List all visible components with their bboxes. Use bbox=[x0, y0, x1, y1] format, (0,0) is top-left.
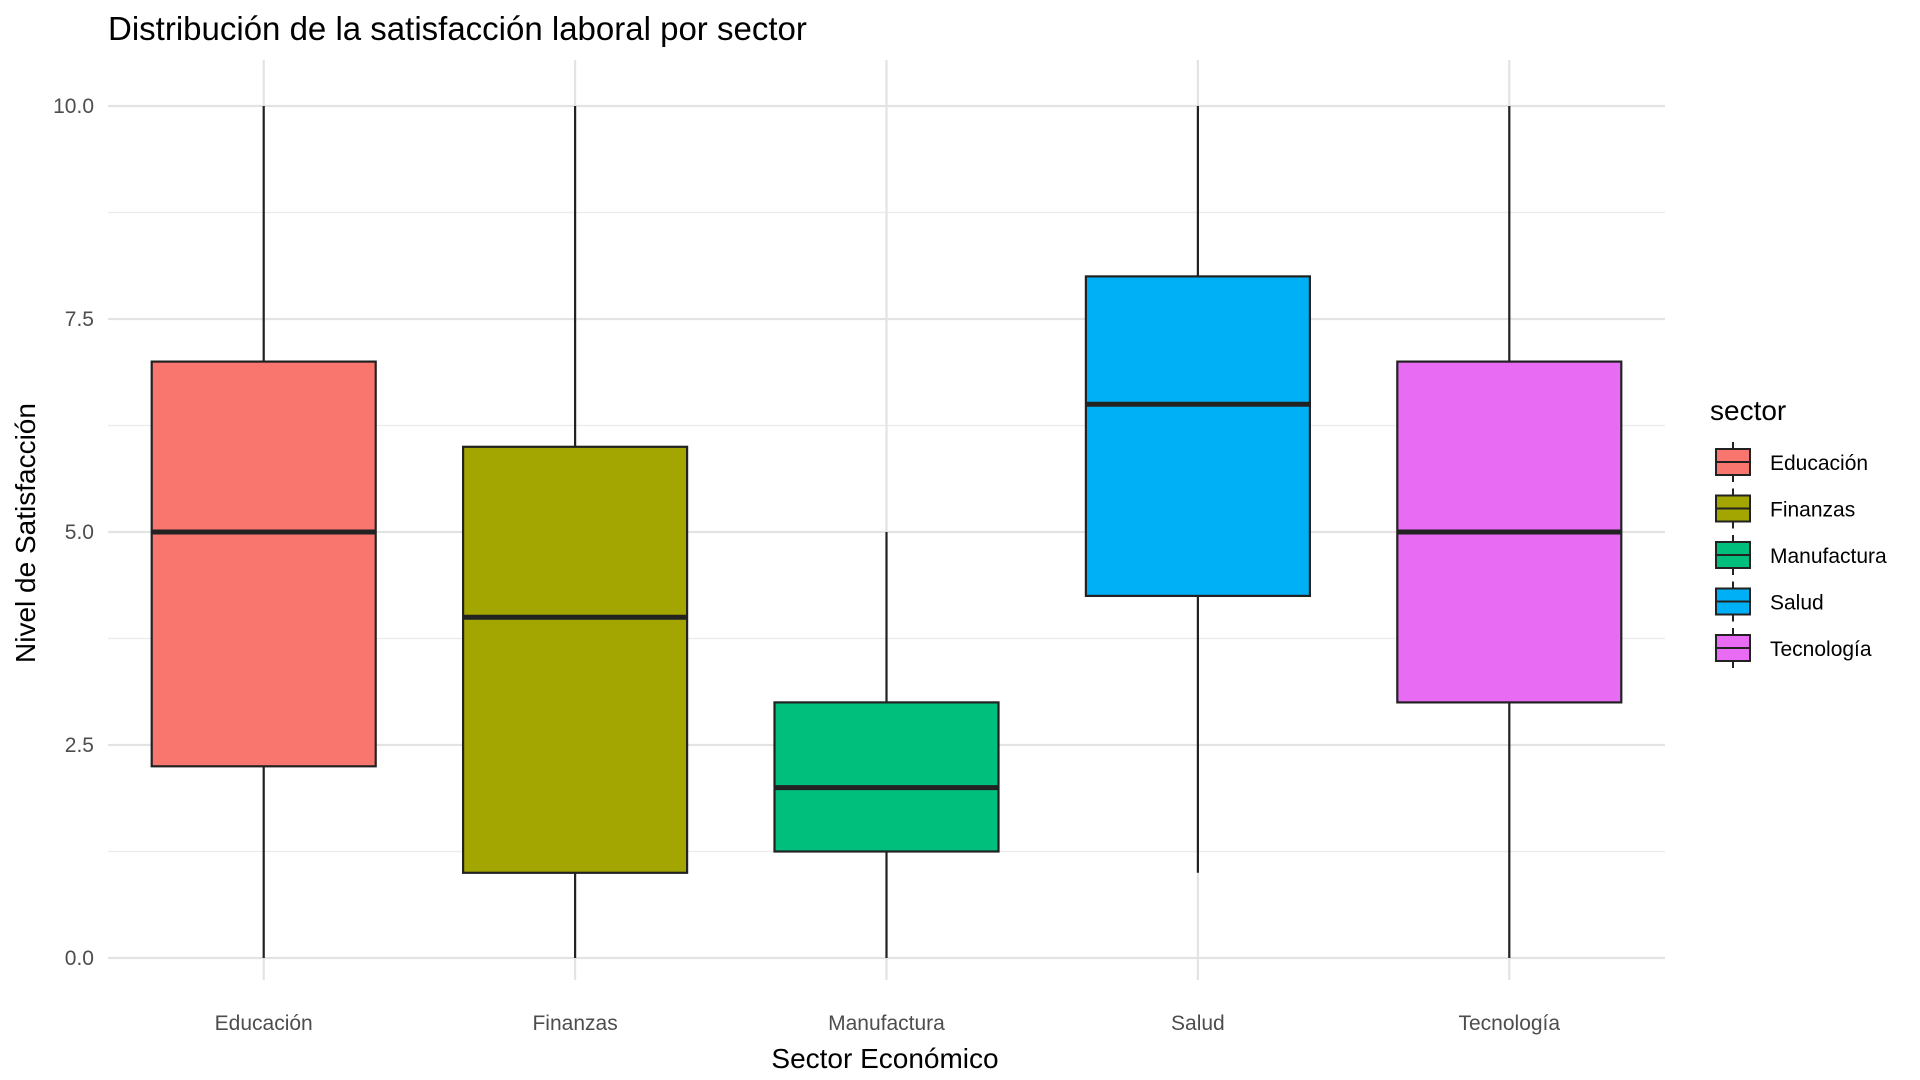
chart-title: Distribución de la satisfacción laboral … bbox=[108, 10, 807, 47]
y-tick-label: 10.0 bbox=[53, 95, 94, 118]
y-tick-label: 2.5 bbox=[65, 734, 94, 757]
y-tick-label: 0.0 bbox=[65, 947, 94, 970]
box-Manufactura bbox=[773, 532, 1000, 958]
legend-label: Salud bbox=[1770, 592, 1824, 615]
legend-item: Salud bbox=[1715, 581, 1824, 622]
legend-title: sector bbox=[1710, 395, 1786, 426]
x-axis-title: Sector Económico bbox=[771, 1043, 998, 1074]
boxes bbox=[150, 106, 1623, 958]
legend-label: Educación bbox=[1770, 452, 1868, 475]
box-Finanzas bbox=[462, 106, 689, 958]
x-tick-label: Salud bbox=[1171, 1012, 1225, 1035]
box-iqr bbox=[150, 360, 377, 768]
box-iqr bbox=[1084, 275, 1312, 597]
legend-label: Manufactura bbox=[1770, 545, 1887, 568]
box-Tecnología bbox=[1396, 106, 1623, 958]
box-iqr bbox=[462, 445, 689, 874]
x-tick-label: Finanzas bbox=[532, 1012, 617, 1035]
legend-label: Finanzas bbox=[1770, 499, 1855, 522]
y-axis-ticks: 0.0 2.5 5.0 7.5 10.0 bbox=[53, 95, 94, 970]
legend-item: Manufactura bbox=[1715, 535, 1887, 575]
x-tick-label: Manufactura bbox=[828, 1012, 945, 1035]
box-Salud bbox=[1084, 106, 1312, 873]
legend-item: Educación bbox=[1715, 442, 1868, 482]
y-axis-title: Nivel de Satisfacción bbox=[10, 403, 41, 663]
legend-item: Finanzas bbox=[1715, 488, 1855, 529]
x-tick-label: Educación bbox=[215, 1012, 313, 1035]
legend-item: Tecnología bbox=[1715, 628, 1872, 668]
x-axis-ticks: Educación Finanzas Manufactura Salud Tecnolo… bbox=[215, 1012, 1561, 1035]
x-tick-label: Tecnología bbox=[1459, 1012, 1561, 1035]
box-Educación bbox=[150, 106, 377, 958]
box-iqr bbox=[773, 701, 1000, 853]
legend: sector Educación Finanzas Manufactura Salud… bbox=[1710, 395, 1887, 668]
legend-label: Tecnología bbox=[1770, 638, 1872, 661]
y-tick-label: 5.0 bbox=[65, 521, 94, 544]
y-tick-label: 7.5 bbox=[65, 308, 94, 331]
